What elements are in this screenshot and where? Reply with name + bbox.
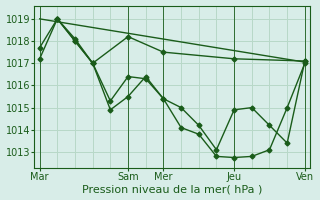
X-axis label: Pression niveau de la mer( hPa ): Pression niveau de la mer( hPa ) [82,184,262,194]
